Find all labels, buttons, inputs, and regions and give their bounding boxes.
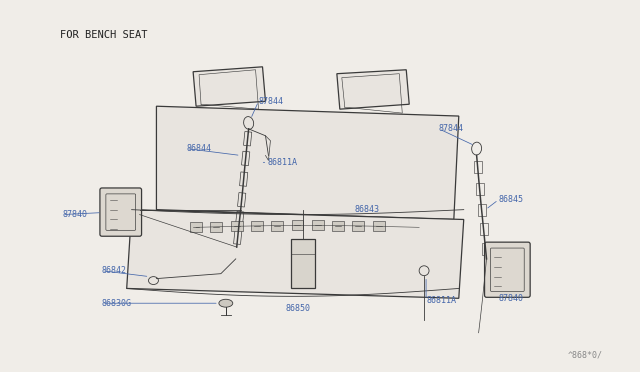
Bar (241, 151, 250, 166)
FancyBboxPatch shape (484, 242, 530, 297)
Bar (353, 221, 364, 231)
Text: 86842: 86842 (102, 266, 127, 275)
Text: 86850: 86850 (285, 304, 310, 312)
Bar (236, 211, 244, 226)
Ellipse shape (219, 299, 233, 307)
Bar (230, 221, 243, 231)
Polygon shape (193, 67, 266, 106)
Text: 86811A: 86811A (268, 158, 298, 167)
Bar (211, 222, 222, 232)
Text: ^868*0/: ^868*0/ (568, 350, 603, 359)
Text: 86830G: 86830G (102, 299, 132, 308)
Bar (243, 132, 252, 146)
Bar (234, 230, 242, 244)
Text: 86845: 86845 (499, 195, 524, 204)
Bar (190, 222, 202, 232)
Bar (372, 221, 385, 231)
Bar (251, 221, 263, 231)
Bar (332, 221, 344, 231)
Bar (291, 239, 315, 288)
Bar (481, 243, 490, 255)
Text: 86843: 86843 (355, 205, 380, 214)
Bar (479, 224, 488, 235)
Text: 87840: 87840 (499, 294, 524, 303)
Text: 87840: 87840 (62, 210, 87, 219)
Text: 87844: 87844 (439, 124, 464, 134)
Polygon shape (156, 106, 459, 219)
Bar (239, 172, 248, 186)
Bar (292, 221, 303, 230)
Text: 87844: 87844 (259, 97, 284, 106)
FancyBboxPatch shape (100, 188, 141, 236)
Bar (477, 204, 486, 215)
Bar (271, 221, 283, 231)
Bar (474, 161, 481, 173)
Bar (476, 183, 484, 195)
Polygon shape (337, 70, 409, 109)
Text: 86811A: 86811A (426, 296, 456, 305)
Text: 86844: 86844 (186, 144, 211, 153)
Text: FOR BENCH SEAT: FOR BENCH SEAT (60, 31, 148, 40)
Bar (312, 221, 324, 230)
Polygon shape (127, 210, 464, 298)
Bar (237, 193, 246, 207)
